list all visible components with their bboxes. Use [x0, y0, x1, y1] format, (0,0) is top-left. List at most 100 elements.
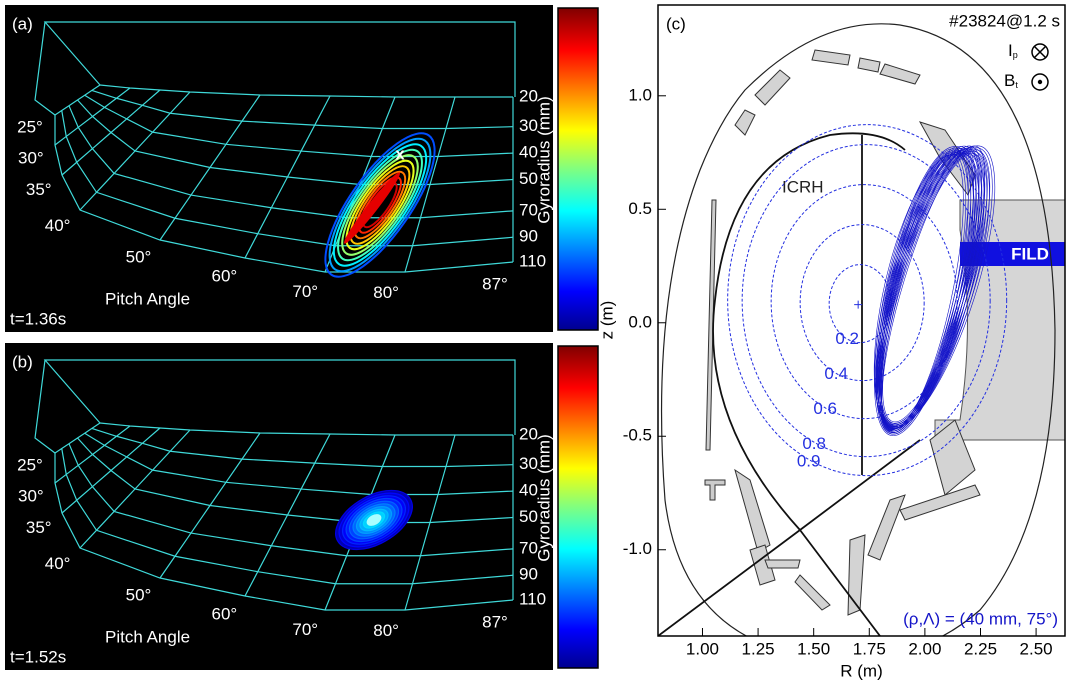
signal-core [344, 172, 400, 244]
flux-label: 0.9 [797, 452, 821, 471]
wall-tile [929, 419, 976, 496]
y-tick-label: 40 [519, 481, 538, 500]
fild-panel: 25° 30° 35° 40° 50° 60° 70° 80° 87° 20 30 40 50 70 90 1… [5, 5, 599, 332]
grid-line [91, 427, 514, 468]
grid-frame [34, 359, 56, 454]
x-tick-label: 35° [26, 518, 52, 537]
y-tick-label: 0.0 [628, 312, 652, 331]
y-tick-label: 20 [519, 86, 538, 105]
x-tick-label: 60° [212, 605, 238, 624]
wall-tile [749, 544, 776, 586]
flux-label: 0.8 [802, 434, 826, 453]
x-tick-label: 30° [18, 487, 44, 506]
signal-contour [332, 143, 428, 267]
time-label: t=1.36s [10, 309, 66, 328]
grid-line [99, 422, 513, 436]
wall-tile [899, 484, 981, 521]
panel-label: (a) [12, 14, 33, 33]
wall-tile [847, 534, 866, 616]
signal-core [366, 514, 382, 526]
panel-label: (b) [12, 352, 33, 371]
grid-line [99, 84, 513, 98]
x-axis-label: R (m) [840, 661, 882, 680]
flux-contour [770, 184, 958, 420]
y-axis-label: Gyroradius (mm) [534, 96, 553, 224]
current-symbol: I [1008, 41, 1013, 60]
wall-tile [754, 69, 791, 106]
x-tick-label: 50° [126, 585, 152, 604]
grid-frame [34, 21, 56, 116]
x-tick-label: 60° [212, 267, 238, 286]
x-tick-label: 80° [373, 283, 399, 302]
orbit-loop [879, 149, 991, 426]
x-tick-label: 50° [126, 247, 152, 266]
x-tick-label: 35° [26, 180, 52, 199]
y-axis-label: z (m) [597, 301, 616, 340]
wall-tile [811, 49, 851, 66]
grid-line [91, 89, 514, 130]
y-tick-label: 50 [519, 169, 538, 188]
grid-line [68, 443, 514, 557]
x-tick-label: 1.75 [853, 639, 886, 658]
current-direction [1031, 43, 1049, 61]
x-axis-label: Pitch Angle [105, 289, 190, 308]
x-tick-label: 2.00 [908, 639, 941, 658]
flux-panel: FILD ICRH 0.2 0.4 0.6 0.80.9 (ρ,Λ) = (40 mm, 7… [597, 4, 1066, 680]
y-tick-label: 110 [519, 251, 546, 270]
orbit-loop [876, 145, 996, 430]
y-tick-label: 0.5 [628, 199, 652, 218]
signal-contour [353, 170, 407, 240]
panel-background [5, 5, 553, 332]
grid-line [84, 432, 514, 496]
grid-line [54, 115, 514, 273]
x-tick-label: 87° [482, 612, 508, 631]
peak-marker: x [395, 144, 405, 163]
x-tick-label: 40° [45, 216, 71, 235]
colorbar [557, 345, 599, 669]
vessel [660, 23, 1056, 636]
current-label: Ip [1008, 41, 1018, 60]
orbit-loop [881, 145, 986, 431]
y-tick-label: 70 [519, 200, 538, 219]
wall-tile [879, 63, 921, 85]
flux-label: 0.2 [835, 329, 859, 348]
x-tick-label: 30° [18, 149, 44, 168]
x-axis-label: Pitch Angle [105, 627, 190, 646]
y-tick-label: 90 [519, 227, 538, 246]
orbit-loop [882, 153, 986, 423]
flux-label: 0.4 [824, 364, 848, 383]
magnetic-axis [854, 300, 863, 309]
fild-panel: 25° 30° 35° 40° 50° 60° 70° 80° 87° 20 30 40 50 70 90 1… [5, 343, 599, 670]
field-sub: t [1015, 80, 1018, 90]
y-tick-label: 70 [519, 538, 538, 557]
x-tick-label: 2.25 [964, 639, 997, 658]
grid-line [54, 453, 514, 611]
wall-tile [857, 57, 881, 73]
grid-line [77, 99, 514, 186]
colorbar [557, 7, 599, 331]
grid-frame [43, 21, 516, 97]
orbit-loop [880, 151, 988, 424]
signal-contour [358, 176, 402, 234]
wall-tile [764, 559, 801, 569]
y-tick-label: 90 [519, 565, 538, 584]
shot-label: #23824@1.2 s [949, 11, 1060, 30]
x-tick-label: 1.00 [686, 639, 719, 658]
panel-background [5, 343, 553, 670]
signal-contour [337, 148, 423, 262]
wall-tile [734, 468, 771, 553]
x-tick-label: 2.50 [1020, 639, 1053, 658]
grid-frame [43, 359, 516, 435]
flux-label: 0.6 [813, 399, 837, 418]
x-tick-label: 87° [482, 274, 508, 293]
panel-label: (c) [666, 14, 686, 33]
wall-tile [734, 109, 756, 136]
current-cross [1033, 45, 1047, 59]
field-dot [1037, 79, 1043, 85]
flux-contour [741, 144, 991, 458]
y-tick-label: 50 [519, 507, 538, 526]
signal-contour [349, 165, 411, 245]
separatrix [658, 132, 921, 636]
x-tick-label: 70° [292, 282, 318, 301]
